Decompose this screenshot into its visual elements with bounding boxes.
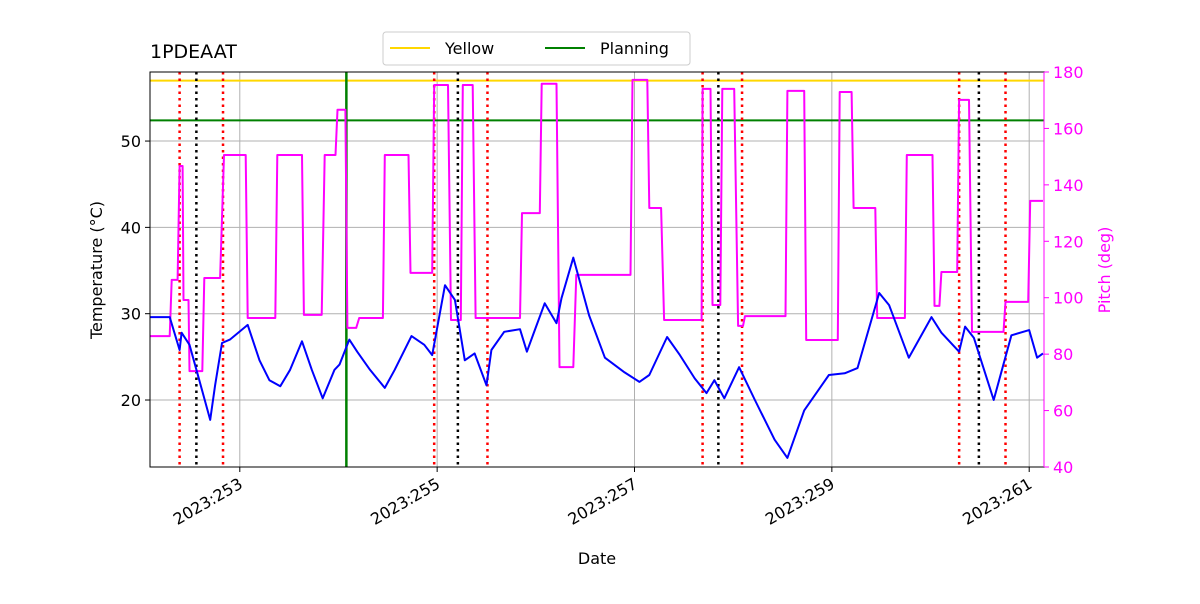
y-tick-label: 20 <box>121 391 141 410</box>
x-axis-label: Date <box>578 549 616 568</box>
y-tick-label: 40 <box>121 218 141 237</box>
y2-tick-label: 120 <box>1053 232 1084 251</box>
data-line <box>150 78 1043 373</box>
y2-tick-label: 60 <box>1053 402 1073 421</box>
y2-tick-label: 140 <box>1053 176 1084 195</box>
legend-box <box>382 31 691 66</box>
legend-label: Planning <box>600 39 669 58</box>
x-tick-label: 2023:255 <box>367 474 443 529</box>
plot-frame <box>149 71 1045 468</box>
x-tick-label: 2023:261 <box>959 474 1035 529</box>
legend-label: Yellow <box>444 39 494 58</box>
y2-tick-label: 180 <box>1053 63 1084 82</box>
chart-title: 1PDEAAT <box>150 41 237 63</box>
y-axis-label: Temperature (°C) <box>87 201 106 340</box>
y-tick-label: 50 <box>121 132 141 151</box>
y2-axis-label: Pitch (deg) <box>1095 227 1114 314</box>
y2-tick-label: 40 <box>1053 458 1073 477</box>
data-line <box>150 256 1044 459</box>
y2-tick-label: 100 <box>1053 289 1084 308</box>
x-tick-label: 2023:257 <box>565 474 641 529</box>
y-tick-label: 30 <box>121 305 141 324</box>
y2-tick-label: 160 <box>1053 119 1084 138</box>
x-tick-label: 2023:259 <box>762 474 838 529</box>
y2-tick-label: 80 <box>1053 345 1073 364</box>
x-tick-label: 2023:253 <box>170 474 246 529</box>
